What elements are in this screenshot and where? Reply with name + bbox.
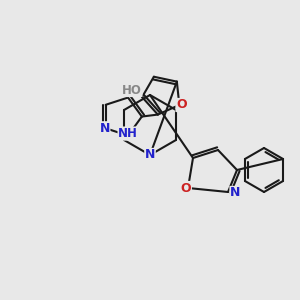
Text: N: N [230, 187, 240, 200]
Text: N: N [145, 148, 155, 161]
Text: NH: NH [118, 127, 138, 140]
Text: O: O [176, 98, 187, 112]
Text: HO: HO [122, 83, 142, 97]
Text: N: N [100, 122, 110, 135]
Text: O: O [181, 182, 191, 194]
